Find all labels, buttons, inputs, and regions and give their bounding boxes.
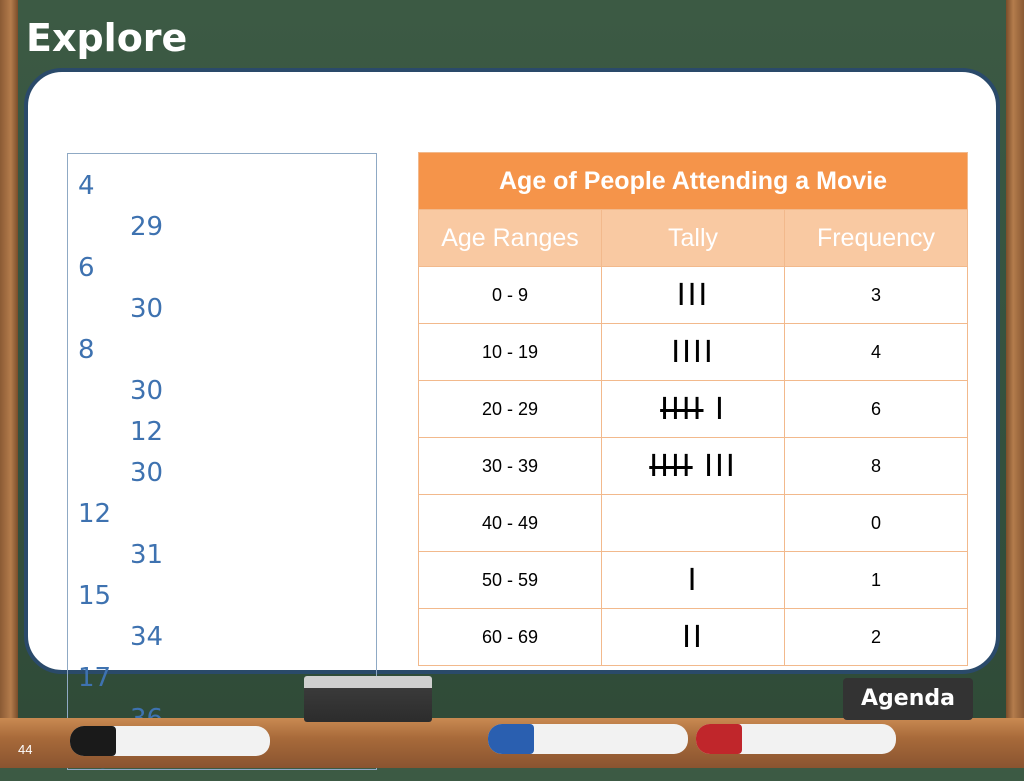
slide-title: Explore — [26, 16, 188, 60]
page-number: 44 — [18, 742, 33, 757]
age-range-cell: 10 - 19 — [418, 323, 602, 381]
age-value: 30 — [130, 376, 164, 406]
tally-marks: I — [688, 563, 699, 598]
age-value: 30 — [130, 458, 164, 488]
tally-remainder: III — [676, 277, 710, 313]
table-row: 50 - 59 I 1 — [418, 551, 968, 609]
red-marker-image — [696, 724, 896, 754]
age-value: 6 — [78, 253, 95, 283]
age-value: 17 — [78, 663, 112, 693]
tally-cell: IIII III — [601, 437, 785, 495]
frequency-cell: 4 — [784, 323, 968, 381]
black-marker-image — [70, 726, 270, 756]
tally-marks: IIII I — [660, 392, 726, 427]
tally-remainder: III — [692, 448, 737, 484]
age-value: 4 — [78, 171, 95, 201]
table-row: 40 - 49 0 — [418, 494, 968, 552]
tally-five-group: IIII — [649, 448, 693, 484]
age-value: 12 — [130, 417, 164, 447]
frequency-cell: 3 — [784, 266, 968, 324]
table-row: 20 - 29 IIII I 6 — [418, 380, 968, 438]
frequency-table: Age of People Attending a Movie Age Rang… — [418, 152, 968, 666]
board-frame-right — [1006, 0, 1024, 768]
tally-marks: IIII — [671, 335, 714, 370]
tally-cell: IIII — [601, 323, 785, 381]
header-tally: Tally — [601, 209, 785, 267]
tally-cell: I — [601, 551, 785, 609]
tally-marks: III — [677, 278, 710, 313]
age-range-cell: 30 - 39 — [418, 437, 602, 495]
eraser-image — [304, 676, 432, 722]
tally-five-group: IIII — [660, 391, 704, 427]
tally-remainder: IIII — [671, 334, 715, 370]
tally-cell: III — [601, 266, 785, 324]
table-row: 60 - 69 II 2 — [418, 608, 968, 666]
age-range-cell: 50 - 59 — [418, 551, 602, 609]
age-value: 8 — [78, 335, 95, 365]
tally-remainder: II — [682, 619, 704, 655]
frequency-cell: 8 — [784, 437, 968, 495]
tally-remainder: I — [687, 562, 699, 598]
blue-marker-image — [488, 724, 688, 754]
age-range-cell: 0 - 9 — [418, 266, 602, 324]
tally-cell — [601, 494, 785, 552]
frequency-cell: 0 — [784, 494, 968, 552]
frequency-cell: 6 — [784, 380, 968, 438]
table-row: 0 - 9 III 3 — [418, 266, 968, 324]
agenda-button[interactable]: Agenda — [843, 678, 973, 720]
frequency-cell: 1 — [784, 551, 968, 609]
age-value: 30 — [130, 294, 164, 324]
age-value: 12 — [78, 499, 112, 529]
age-range-cell: 20 - 29 — [418, 380, 602, 438]
table-title: Age of People Attending a Movie — [418, 152, 968, 210]
age-value: 15 — [78, 581, 112, 611]
tally-marks: IIII III — [649, 449, 736, 484]
age-range-cell: 60 - 69 — [418, 608, 602, 666]
tally-remainder: I — [703, 391, 726, 427]
age-value: 34 — [130, 622, 164, 652]
table-row: 30 - 39 IIII III 8 — [418, 437, 968, 495]
age-range-cell: 40 - 49 — [418, 494, 602, 552]
header-frequency: Frequency — [784, 209, 968, 267]
frequency-cell: 2 — [784, 608, 968, 666]
tally-marks: II — [682, 620, 704, 655]
board-frame-left — [0, 0, 18, 768]
tally-cell: IIII I — [601, 380, 785, 438]
table-row: 10 - 19 IIII 4 — [418, 323, 968, 381]
header-age-ranges: Age Ranges — [418, 209, 602, 267]
tally-cell: II — [601, 608, 785, 666]
ages-list: 429630830123012311534173620 — [78, 166, 163, 781]
age-value: 29 — [130, 212, 164, 242]
age-value: 31 — [130, 540, 164, 570]
